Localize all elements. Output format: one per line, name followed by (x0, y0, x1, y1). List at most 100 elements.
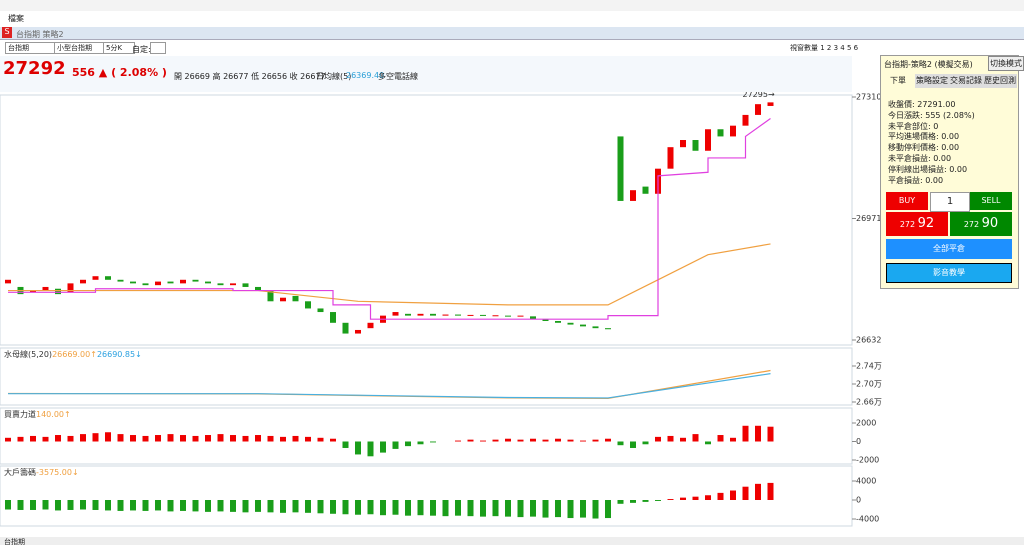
bar (642, 441, 649, 445)
bar (180, 500, 186, 511)
bar (367, 441, 374, 457)
footer-tab[interactable]: 台指期 (4, 538, 25, 546)
app-icon: S (2, 27, 12, 38)
candle (155, 281, 161, 286)
select[interactable]: 台指期 (5, 42, 55, 54)
bar (555, 438, 561, 442)
candle (430, 313, 436, 316)
bid-quote[interactable]: 272 92 (886, 212, 948, 236)
bar (317, 500, 324, 514)
switch-mode[interactable]: 切換模式 (988, 56, 1024, 71)
buy-button[interactable]: BUY (886, 192, 928, 210)
bar (280, 500, 286, 513)
title-bar (0, 0, 1024, 11)
y-tick-label: 0 (856, 437, 861, 446)
bar (655, 436, 661, 442)
candle (442, 314, 449, 316)
y-tick-label: 2000 (856, 419, 876, 428)
tab[interactable]: 交易記錄 (950, 76, 982, 85)
bar (155, 435, 161, 442)
custom-input[interactable] (150, 42, 166, 54)
bar (717, 492, 724, 500)
line (8, 243, 771, 306)
bar (755, 425, 761, 442)
line (8, 118, 771, 320)
candle (80, 279, 86, 284)
bar (342, 500, 349, 515)
info-line: 平倉損益: 0.00 (888, 175, 944, 185)
bar (692, 496, 699, 500)
bar (317, 437, 324, 442)
panel-label: 買賣力道 (4, 409, 36, 419)
bar (42, 500, 49, 510)
custom-label: 自定: (132, 45, 151, 54)
bar (505, 438, 511, 442)
bar (330, 500, 336, 514)
panel-title: 台指期-策略2 (模擬交易) (884, 60, 973, 69)
sell-button[interactable]: SELL (970, 192, 1012, 210)
tab[interactable]: 策略設定 (916, 76, 948, 85)
y-tick-label: 4000 (856, 477, 876, 486)
bar (130, 500, 136, 511)
video[interactable]: 影音教學 (886, 263, 1012, 283)
window-count[interactable]: 視窗數量 1 2 3 4 5 6 (790, 44, 859, 52)
panel-label: -3575.00↓ (36, 468, 79, 477)
panel-title: 買賣力道140.00↑ (4, 409, 71, 419)
bar (492, 439, 499, 442)
ohlc: 開 26669 高 26677 低 26656 收 26677 (174, 72, 326, 81)
tab[interactable]: 歷史回測 (984, 76, 1016, 85)
bar (705, 495, 711, 500)
close-all[interactable]: 全部平倉 (886, 239, 1012, 259)
candle (517, 315, 524, 317)
bar (705, 441, 711, 445)
y-tick-label: 2.70万 (856, 380, 882, 389)
candle (305, 301, 311, 309)
bar (355, 500, 361, 515)
annotation: 27295→ (743, 90, 775, 99)
bar (142, 435, 149, 442)
candle (292, 295, 299, 302)
bar (717, 435, 724, 442)
info-line: 移動停利價格: 0.00 (888, 143, 960, 153)
bar (267, 500, 274, 513)
candle (230, 283, 236, 286)
candle (742, 114, 749, 126)
bar (405, 441, 411, 447)
candle (330, 312, 336, 323)
bar (92, 500, 99, 510)
bar (205, 500, 211, 512)
select[interactable]: 5分K (103, 42, 135, 54)
tab[interactable]: 下單 (881, 74, 915, 88)
candle (280, 297, 286, 302)
qty-input[interactable]: 1 (930, 192, 970, 212)
bar (5, 500, 11, 510)
bar (55, 500, 61, 511)
bar (430, 500, 436, 516)
price: 27292 (3, 58, 66, 79)
panel-title: 水母線(5,20)26669.00↑26690.85↓ (4, 349, 142, 359)
bar (442, 500, 449, 517)
bar (205, 435, 211, 442)
candle (642, 186, 649, 194)
select[interactable]: 小型台指期 (54, 42, 104, 54)
bar (755, 483, 761, 500)
bar (767, 482, 774, 500)
panel-label: 26690.85↓ (97, 350, 142, 359)
bar (105, 500, 111, 511)
bar (617, 500, 624, 504)
tabs: 下單 策略設定 交易記錄 歷史回測 (881, 74, 1017, 88)
bar (555, 500, 561, 518)
candle (542, 319, 549, 322)
bar (305, 436, 311, 442)
ma-value: 26369.40 (346, 71, 385, 80)
bar (117, 434, 124, 442)
ask-quote[interactable]: 272 90 (950, 212, 1012, 236)
bar (655, 500, 661, 501)
menu-file[interactable]: 檔案 (8, 14, 24, 23)
bar (742, 425, 749, 442)
candle (530, 316, 536, 320)
bar (142, 500, 149, 511)
bar (330, 438, 336, 442)
bar (617, 441, 624, 446)
